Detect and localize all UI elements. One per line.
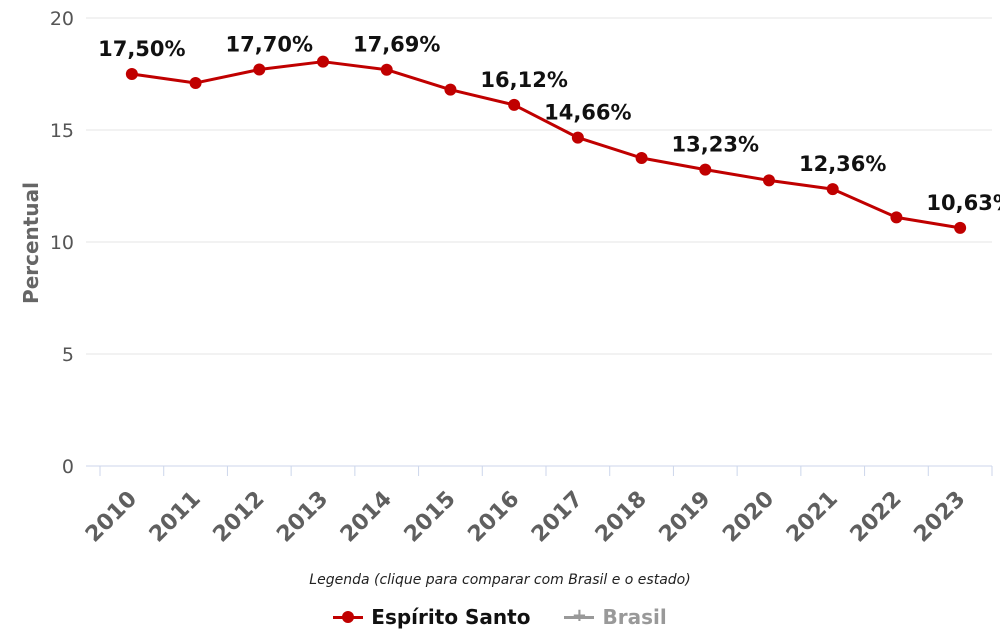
x-tick-label: 2010	[81, 487, 142, 548]
legend-label-brasil: Brasil	[602, 605, 667, 629]
data-point[interactable]	[763, 174, 775, 187]
data-point[interactable]	[954, 221, 967, 234]
data-point[interactable]	[635, 152, 648, 164]
x-tick-label: 2013	[272, 487, 333, 548]
data-point[interactable]	[826, 183, 839, 196]
x-tick-label: 2015	[400, 487, 461, 548]
series-line	[131, 60, 961, 230]
legend: Espírito Santo + Brasil	[0, 605, 1000, 629]
x-tick-label: 2022	[846, 487, 907, 548]
y-tick-label: 20	[50, 8, 74, 30]
data-label: 10,63%	[926, 191, 1000, 215]
x-tick-label: 2016	[463, 487, 524, 548]
y-tick-label: 10	[50, 232, 74, 254]
x-tick-label: 2018	[591, 487, 652, 548]
x-tick-label: 2020	[718, 487, 779, 548]
data-label: 13,23%	[672, 133, 759, 157]
line-chart: 0 5 10 15 20 2010 2011 2012 2013 2014 2015 2016 2017…	[19, 8, 1000, 548]
data-point[interactable]	[253, 63, 266, 76]
grey-plus-line-icon: +	[564, 605, 595, 626]
y-axis-title: Percentual	[19, 182, 43, 304]
x-tick-label: 2023	[909, 487, 970, 548]
x-tick-label: 2014	[336, 487, 397, 548]
data-label-layer: 17,50% 17,70% 17,69% 16,12% 14,66% 13,23% 12,3…	[98, 33, 1000, 215]
y-tick-label: 0	[62, 456, 74, 478]
x-tick-label: 2019	[655, 487, 716, 548]
data-label: 17,50%	[98, 37, 185, 61]
data-point[interactable]	[699, 163, 712, 176]
data-point[interactable]	[444, 83, 457, 96]
data-label: 16,12%	[480, 68, 567, 92]
x-tick-label: 2012	[209, 487, 270, 548]
data-point[interactable]	[125, 68, 138, 80]
data-point[interactable]	[571, 131, 584, 144]
data-point[interactable]	[317, 55, 329, 68]
data-label: 14,66%	[544, 101, 631, 125]
data-label: 17,69%	[353, 33, 440, 57]
legend-item-espirito-santo[interactable]: Espírito Santo	[333, 605, 530, 629]
data-point[interactable]	[189, 76, 202, 89]
grid-layer	[86, 17, 992, 467]
data-label: 17,70%	[226, 33, 313, 57]
data-point[interactable]	[890, 211, 903, 224]
data-label: 12,36%	[799, 152, 886, 176]
x-tick-label: 2021	[782, 487, 843, 548]
legend-item-brasil[interactable]: + Brasil	[564, 605, 667, 629]
legend-caption: Legenda (clique para comparar com Brasil…	[309, 572, 691, 588]
data-point[interactable]	[380, 63, 393, 76]
y-tick-label: 5	[62, 344, 74, 366]
x-tick-label: 2011	[145, 487, 206, 548]
x-tick-label: 2017	[527, 487, 588, 548]
red-dot-line-icon	[333, 610, 364, 624]
y-tick-label: 15	[50, 120, 74, 142]
series-layer	[125, 55, 967, 234]
data-point[interactable]	[508, 98, 521, 111]
legend-label-espirito-santo: Espírito Santo	[371, 605, 531, 629]
